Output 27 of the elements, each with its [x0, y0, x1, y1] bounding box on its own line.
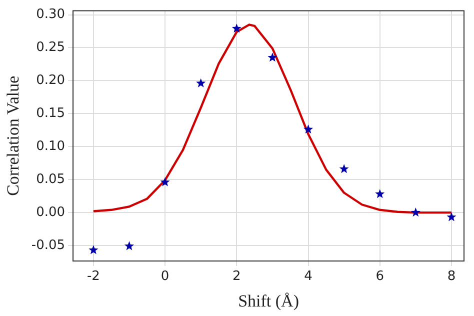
y-tick-label: 0.20: [36, 73, 66, 88]
point: [268, 52, 278, 62]
point: [375, 189, 385, 198]
y-tick-label: 0.10: [36, 138, 66, 154]
point: [160, 177, 170, 186]
x-tick-label: 2: [232, 269, 241, 284]
x-tick-label: 8: [447, 269, 456, 284]
x-tick-label: 0: [160, 269, 170, 284]
y-tick-label: 0.15: [36, 106, 66, 122]
point: [304, 124, 314, 134]
y-tick-label: -0.05: [31, 238, 66, 253]
y-tick-label: 0.00: [36, 204, 66, 220]
point: [410, 208, 420, 217]
x-axis-title: Shift (Å): [238, 291, 299, 310]
x-tick-label: -2: [86, 269, 100, 284]
point: [124, 241, 134, 250]
y-tick-label: 0.05: [36, 172, 66, 187]
point: [88, 245, 98, 254]
x-tick-label: 6: [376, 269, 384, 284]
x-tick-label: 4: [304, 269, 312, 284]
y-axis-title: Correlation Value: [4, 76, 23, 196]
y-tick-label: 0.30: [36, 7, 66, 22]
point: [232, 24, 242, 33]
point: [196, 78, 206, 88]
point: [339, 164, 349, 174]
y-tick-label: 0.25: [36, 40, 66, 56]
point: [446, 212, 456, 222]
